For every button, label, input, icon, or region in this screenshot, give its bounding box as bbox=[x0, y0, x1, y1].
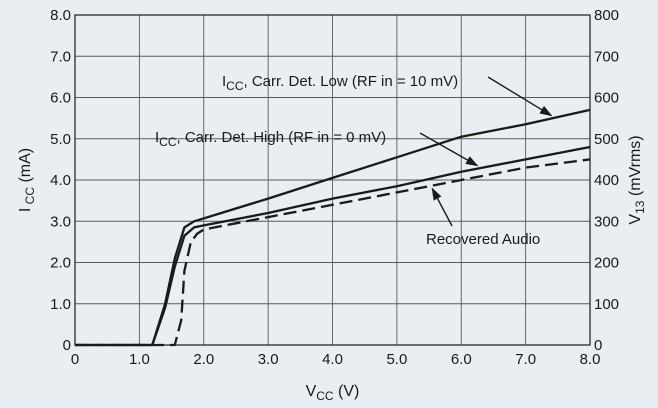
y-left-tick-label: 0 bbox=[63, 337, 71, 354]
grid bbox=[75, 15, 590, 345]
x-tick-label: 6.0 bbox=[451, 351, 472, 368]
x-tick-label: 4.0 bbox=[322, 351, 343, 368]
y-right-tick-label: 100 bbox=[594, 296, 619, 313]
x-tick-labels: 0 1.0 2.0 3.0 4.0 5.0 6.0 7.0 8.0 bbox=[71, 351, 601, 368]
series-group bbox=[75, 108, 591, 347]
y-left-axis-label: I CC (mA) bbox=[17, 148, 37, 212]
annotation-2: ICC, Carr. Det. High (RF in = 0 mV) bbox=[155, 129, 386, 149]
series-line-3 bbox=[75, 158, 591, 347]
y-right-tick-label: 700 bbox=[594, 48, 619, 65]
x-tick-label: 2.0 bbox=[193, 351, 214, 368]
y-left-tick-label: 8.0 bbox=[50, 7, 71, 24]
annotations: ICC, Carr. Det. Low (RF in = 10 mV) ICC, … bbox=[155, 73, 553, 248]
annotation-leader-3 bbox=[431, 187, 453, 227]
y-left-tick-labels: 0 1.0 2.0 3.0 4.0 5.0 6.0 7.0 8.0 bbox=[50, 7, 71, 354]
x-tick-label: 8.0 bbox=[580, 351, 601, 368]
y-right-tick-label: 800 bbox=[594, 7, 619, 24]
annotation-leader-2 bbox=[419, 132, 479, 167]
y-right-tick-label: 600 bbox=[594, 90, 619, 107]
x-tick-label: 5.0 bbox=[386, 351, 407, 368]
y-right-tick-labels: 0 100 200 300 400 500 600 700 800 bbox=[594, 7, 619, 354]
y-left-tick-label: 7.0 bbox=[50, 48, 71, 65]
y-left-tick-label: 5.0 bbox=[50, 131, 71, 148]
annotation-3: Recovered Audio bbox=[426, 231, 540, 248]
x-tick-label: 7.0 bbox=[515, 351, 536, 368]
annotation-leader-1 bbox=[487, 76, 553, 117]
y-right-tick-label: 0 bbox=[594, 337, 602, 354]
y-right-tick-label: 500 bbox=[594, 131, 619, 148]
y-left-tick-label: 6.0 bbox=[50, 90, 71, 107]
annotation-1: ICC, Carr. Det. Low (RF in = 10 mV) bbox=[222, 73, 458, 93]
x-tick-label: 0 bbox=[71, 351, 79, 368]
x-tick-label: 1.0 bbox=[129, 351, 150, 368]
x-axis-label: VCC (V) bbox=[306, 383, 360, 403]
y-right-axis-label: V13 (mVrms) bbox=[627, 135, 647, 224]
y-left-tick-label: 4.0 bbox=[50, 172, 71, 189]
y-right-tick-label: 400 bbox=[594, 172, 619, 189]
x-tick-label: 3.0 bbox=[258, 351, 279, 368]
series-line-2 bbox=[75, 145, 591, 347]
y-right-tick-label: 300 bbox=[594, 213, 619, 230]
y-right-tick-label: 200 bbox=[594, 255, 619, 272]
y-left-tick-label: 1.0 bbox=[50, 296, 71, 313]
y-left-tick-label: 2.0 bbox=[50, 255, 71, 272]
y-left-tick-label: 3.0 bbox=[50, 213, 71, 230]
plot-frame bbox=[74, 14, 591, 346]
